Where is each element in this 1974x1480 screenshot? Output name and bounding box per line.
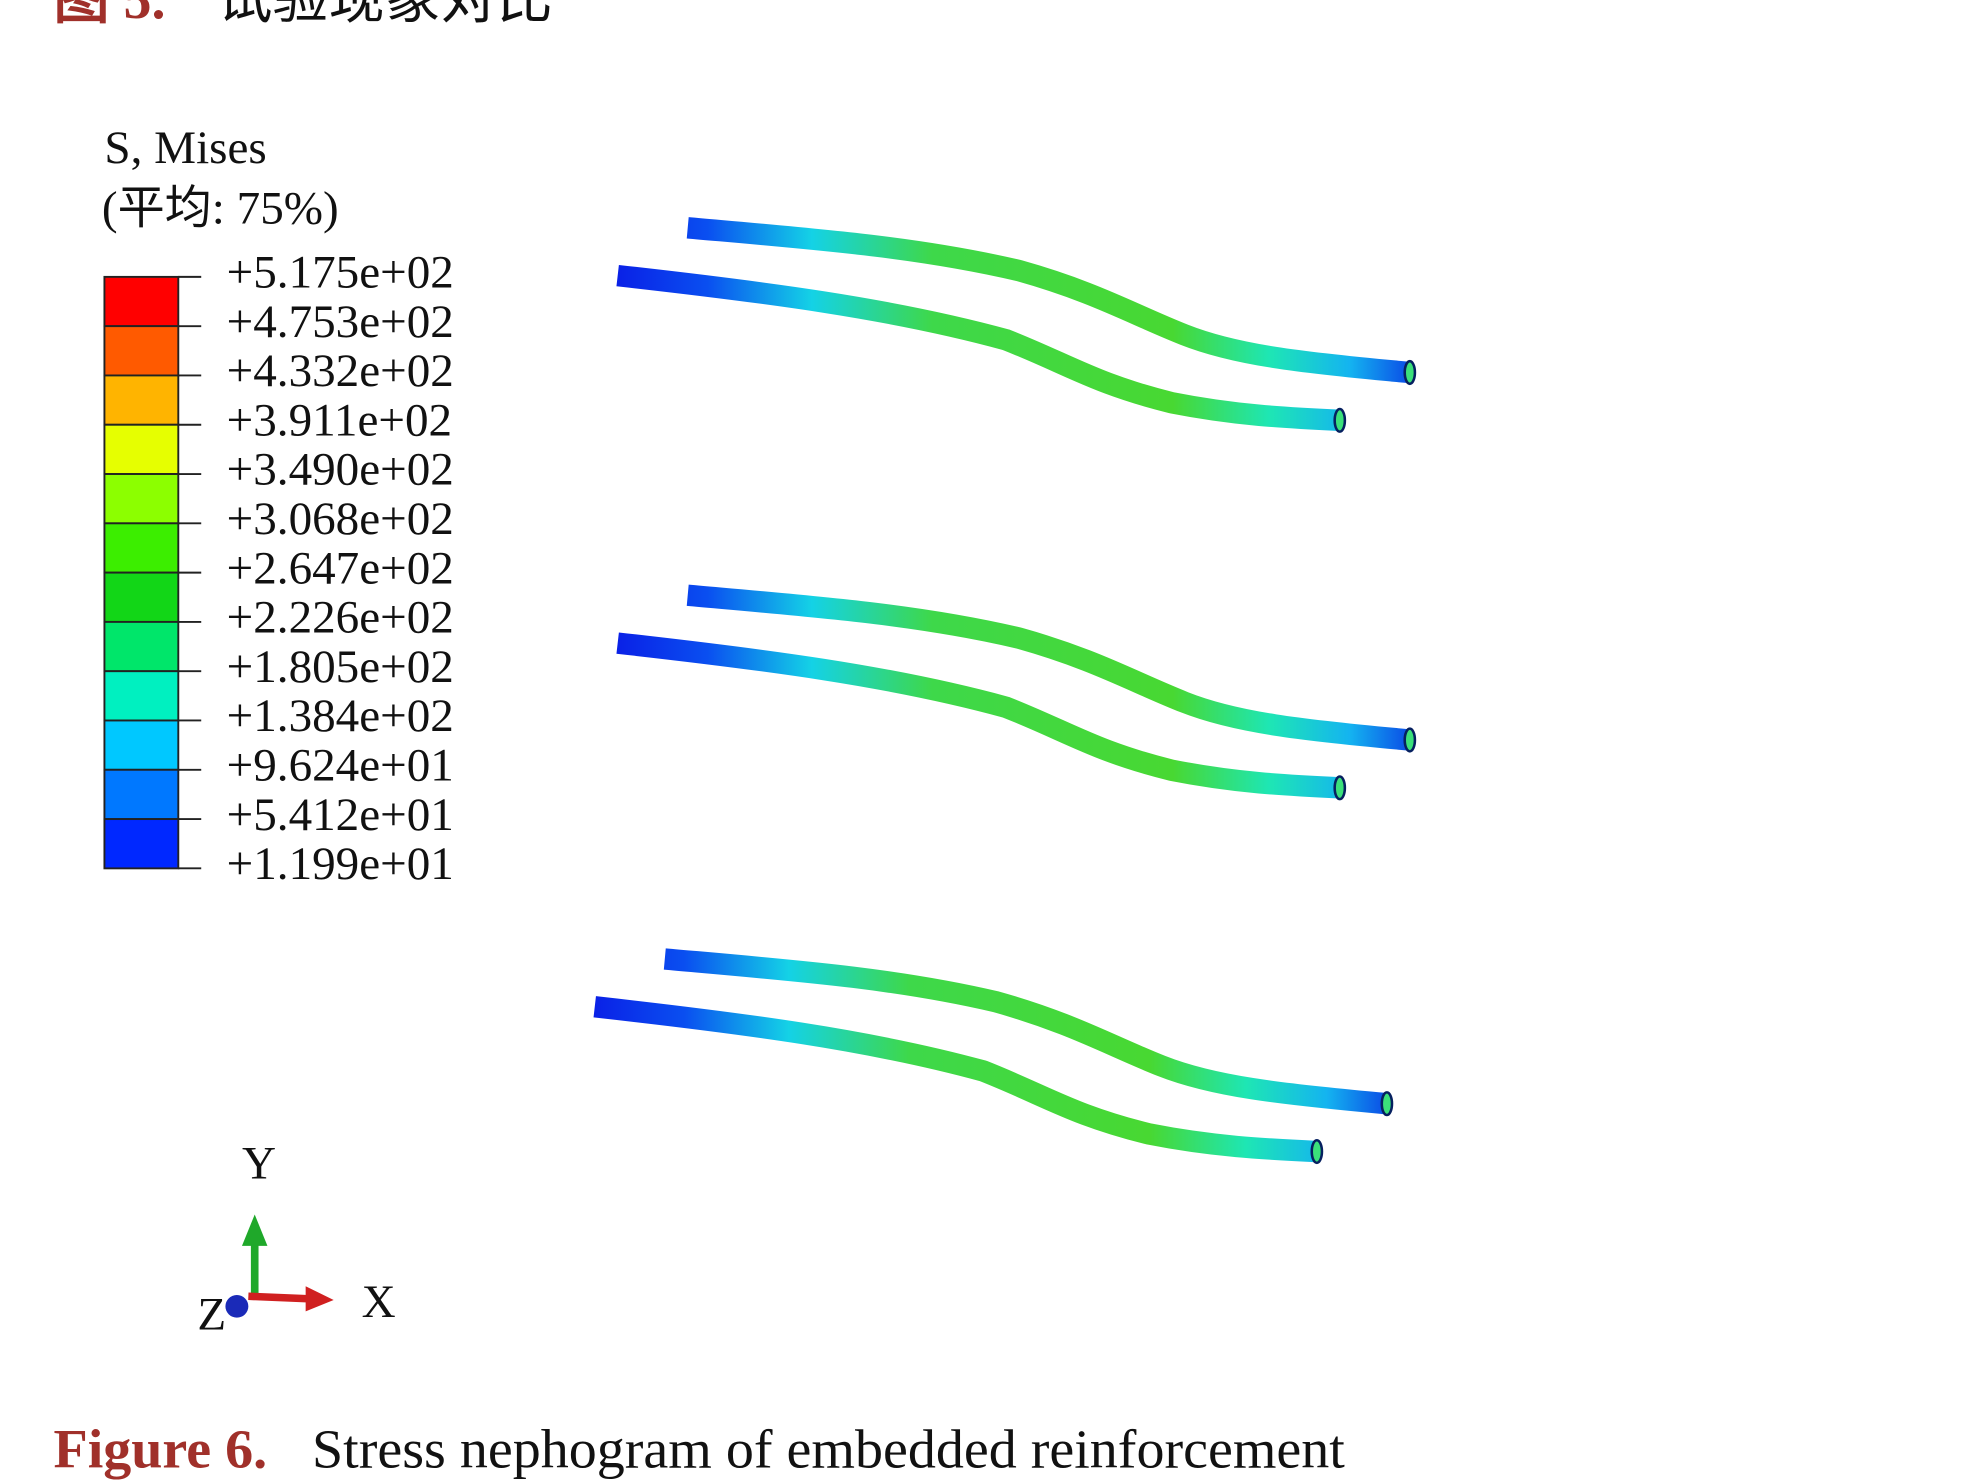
legend-subtitle: (平均: 75%) — [102, 183, 339, 235]
legend-label: +4.332e+02 — [227, 345, 454, 397]
legend-label: +5.412e+01 — [227, 789, 454, 841]
legend-label: +1.199e+01 — [227, 838, 454, 890]
rebar-end — [1403, 359, 1417, 386]
x-arrow-head — [305, 1286, 334, 1312]
rebar — [616, 632, 1341, 799]
z-axis-dot — [225, 1295, 249, 1318]
y-arrow-head — [241, 1214, 268, 1246]
legend-label: +1.805e+02 — [227, 641, 454, 693]
legend-band — [103, 768, 180, 821]
rebar-end — [1310, 1138, 1324, 1165]
rebar — [616, 264, 1341, 432]
rebar — [686, 217, 1411, 384]
legend-band — [103, 325, 180, 377]
rebar — [593, 996, 1318, 1163]
legend-label: +1.384e+02 — [227, 690, 454, 742]
rebar — [663, 948, 1388, 1115]
legend-label: +3.911e+02 — [227, 395, 452, 447]
x-axis-label: X — [362, 1276, 396, 1328]
x-axis-arrow — [248, 1292, 309, 1303]
legend-label: +3.490e+02 — [227, 444, 454, 496]
legend: +5.175e+02+4.753e+02+4.332e+02+3.911e+02… — [103, 247, 454, 890]
legend-label: +2.226e+02 — [227, 592, 454, 644]
figure-number: Figure 6. — [53, 1419, 267, 1480]
legend-band — [103, 423, 180, 475]
legend-band — [103, 374, 180, 426]
legend-label: +5.175e+02 — [227, 247, 454, 299]
legend-band — [103, 571, 180, 623]
axis-triad: Y X Z — [197, 1138, 395, 1341]
rebar-end — [1333, 775, 1347, 801]
legend-band — [103, 818, 180, 870]
legend-label: +3.068e+02 — [227, 493, 454, 545]
legend-title: S, Mises — [104, 122, 266, 174]
legend-label: +9.624e+01 — [227, 740, 454, 792]
z-axis-label: Z — [197, 1289, 226, 1341]
rebar-end — [1380, 1091, 1394, 1117]
legend-band — [103, 719, 180, 771]
rebars — [593, 217, 1417, 1165]
rebar-end — [1333, 407, 1347, 433]
rebar-end — [1403, 727, 1417, 753]
legend-band — [103, 670, 180, 722]
legend-band — [103, 620, 180, 673]
prev-figure-number: 图 5. — [53, 0, 165, 31]
rebar-pair — [616, 217, 1417, 433]
legend-label: +4.753e+02 — [227, 296, 454, 348]
legend-band — [103, 275, 180, 328]
legend-label: +2.647e+02 — [227, 543, 454, 595]
rebar-pair — [593, 948, 1394, 1165]
y-axis-label: Y — [242, 1138, 276, 1190]
legend-band — [103, 522, 180, 574]
rebar — [686, 584, 1411, 751]
rebar-pair — [616, 584, 1417, 801]
prev-figure-caption: 试验现象对比 — [217, 0, 553, 31]
legend-band — [103, 473, 180, 525]
figure-caption: Stress nephogram of embedded reinforceme… — [312, 1419, 1345, 1480]
